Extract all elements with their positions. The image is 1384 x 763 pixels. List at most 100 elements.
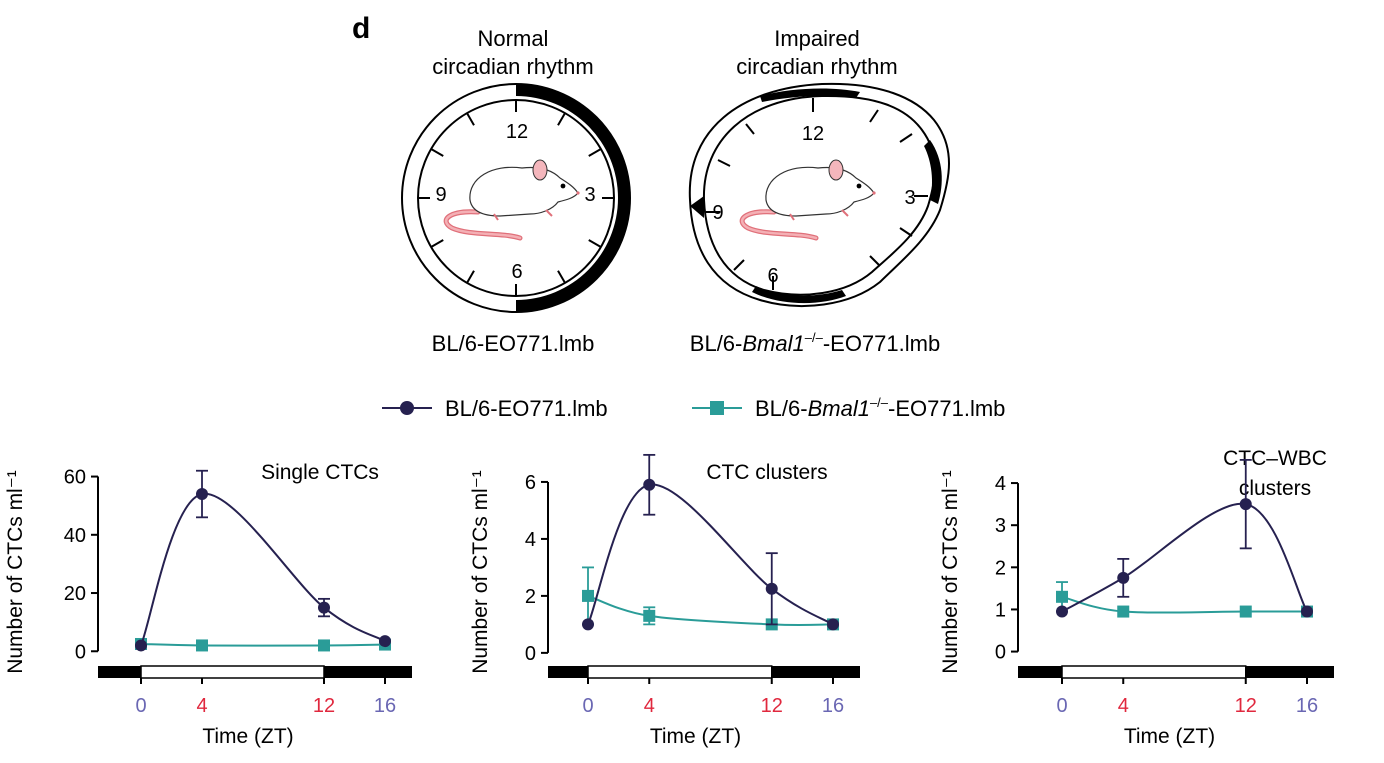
x-tick-label: 16 xyxy=(374,695,396,717)
y-axis-label: Number of CTCs ml⁻¹ xyxy=(939,470,962,674)
y-tick-label: 0 xyxy=(525,643,536,665)
clock-normal: Normal circadian rhythm 12 3 6 9 BL/6-EO… xyxy=(401,26,631,356)
clock-normal-caption: BL/6-EO771.lmb xyxy=(432,331,595,356)
clock-normal-title-line1: Normal xyxy=(478,26,549,51)
data-point-series2 xyxy=(582,589,594,602)
mouse-illustration-normal xyxy=(443,159,580,241)
y-tick-label: 2 xyxy=(525,586,536,608)
time-bar-dark-phase xyxy=(324,666,412,678)
clock-impaired-title-line1: Impaired xyxy=(774,26,860,51)
clock-impaired-caption: BL/6-Bmal1–/–-EO771.lmb xyxy=(690,330,940,356)
x-tick-label: 16 xyxy=(822,695,844,717)
clock-normal-title-line2: circadian rhythm xyxy=(432,54,593,79)
legend-series2-label: BL/6-Bmal1–/–-EO771.lmb xyxy=(755,395,1005,421)
x-axis-label: Time (ZT) xyxy=(1124,725,1215,748)
data-point-series1 xyxy=(1239,498,1252,511)
x-axis-label: Time (ZT) xyxy=(650,725,741,748)
time-bar-dark-phase xyxy=(771,666,860,678)
data-point-series1 xyxy=(827,618,839,631)
legend-series2-marker xyxy=(710,401,724,415)
data-point-series1 xyxy=(1056,605,1068,618)
series-line-1 xyxy=(1061,502,1308,613)
clock-impaired-arc-top xyxy=(760,88,860,102)
data-point-series1 xyxy=(643,478,656,491)
data-point-series2 xyxy=(1117,605,1130,618)
clock-tick xyxy=(466,112,475,126)
x-tick-label: 16 xyxy=(1296,695,1318,717)
clock-impaired-number-6: 6 xyxy=(767,265,778,287)
clock-impaired-arc-bottom xyxy=(752,286,846,304)
data-point-series1 xyxy=(196,488,208,501)
clock-normal-number-3: 3 xyxy=(584,184,595,206)
x-tick-label: 4 xyxy=(1118,695,1129,717)
clock-normal-number-6: 6 xyxy=(511,261,522,283)
time-bar-dark-phase xyxy=(548,666,588,678)
y-tick-label: 0 xyxy=(995,642,1006,664)
x-tick-label: 12 xyxy=(313,695,335,717)
legend: BL/6-EO771.lmb BL/6-Bmal1–/–-EO771.lmb xyxy=(382,395,1005,421)
clock-impaired-title-line2: circadian rhythm xyxy=(736,54,897,79)
data-point-series1 xyxy=(582,618,594,631)
clock-impaired: Impaired circadian rhythm 12 3 6 9 xyxy=(688,26,950,356)
data-point-series1 xyxy=(1301,605,1313,618)
time-bar-light-phase xyxy=(1061,665,1247,679)
y-tick-label: 3 xyxy=(995,515,1006,537)
clock-impaired-ticks xyxy=(706,98,928,290)
clock-normal-number-12: 12 xyxy=(506,121,528,143)
data-point-series1 xyxy=(1117,571,1130,584)
y-axis-label: Number of CTCs ml⁻¹ xyxy=(4,470,27,674)
data-point-series1 xyxy=(379,635,391,648)
x-axis-label: Time (ZT) xyxy=(202,725,293,748)
series-line-2 xyxy=(140,642,386,647)
clock-tick xyxy=(557,270,566,284)
series-line-2 xyxy=(587,594,834,627)
x-tick-label: 0 xyxy=(582,695,593,717)
chart-title: Single CTCs xyxy=(261,461,379,484)
mouse-illustration-impaired xyxy=(739,159,876,241)
clock-impaired-number-3: 3 xyxy=(904,187,915,209)
data-point-series1 xyxy=(318,601,330,614)
data-point-series2 xyxy=(1239,605,1252,618)
series-line-1 xyxy=(140,493,386,646)
data-point-series1 xyxy=(765,582,778,595)
clock-normal-dark-arc xyxy=(516,84,630,312)
chart-ctc-clusters: 0 2 4 6 0 4 12 16 Time (ZT) Number of CTCs ml⁻¹ CT… xyxy=(469,453,860,748)
y-tick-label: 60 xyxy=(64,467,86,489)
clock-tick xyxy=(557,112,566,126)
y-tick-label: 2 xyxy=(995,557,1006,579)
clock-impaired-number-12: 12 xyxy=(802,123,824,145)
clock-normal-ticks xyxy=(418,100,614,296)
time-bar-dark-phase xyxy=(1245,666,1334,678)
clock-tick xyxy=(588,148,602,157)
y-tick-label: 4 xyxy=(525,529,536,551)
series-line-1 xyxy=(587,483,834,626)
y-tick-label: 20 xyxy=(64,583,86,605)
chart-title-line1: CTC–WBC xyxy=(1223,447,1327,470)
panel-label: d xyxy=(352,12,370,45)
clock-impaired-number-9: 9 xyxy=(712,202,723,224)
series-line-2 xyxy=(1061,595,1307,614)
data-point-series2 xyxy=(1056,590,1068,603)
x-tick-label: 0 xyxy=(1056,695,1067,717)
x-tick-label: 0 xyxy=(135,695,146,717)
data-point-series2 xyxy=(318,639,330,652)
chart-title: CTC clusters xyxy=(706,461,827,484)
legend-series1-marker xyxy=(400,401,414,415)
time-bar-light-phase xyxy=(587,665,773,679)
time-bar-dark-phase xyxy=(98,666,141,678)
clock-tick xyxy=(466,270,475,284)
clock-tick xyxy=(430,148,444,157)
x-tick-label: 4 xyxy=(644,695,655,717)
y-tick-label: 4 xyxy=(995,473,1006,495)
data-point-series2 xyxy=(643,609,656,622)
data-point-series2 xyxy=(196,639,208,652)
legend-series1-label: BL/6-EO771.lmb xyxy=(445,396,608,421)
clock-tick xyxy=(588,239,602,248)
clock-normal-number-9: 9 xyxy=(435,184,446,206)
y-tick-label: 1 xyxy=(995,599,1006,621)
clock-tick xyxy=(430,239,444,248)
y-tick-label: 40 xyxy=(64,525,86,547)
y-tick-label: 6 xyxy=(525,472,536,494)
